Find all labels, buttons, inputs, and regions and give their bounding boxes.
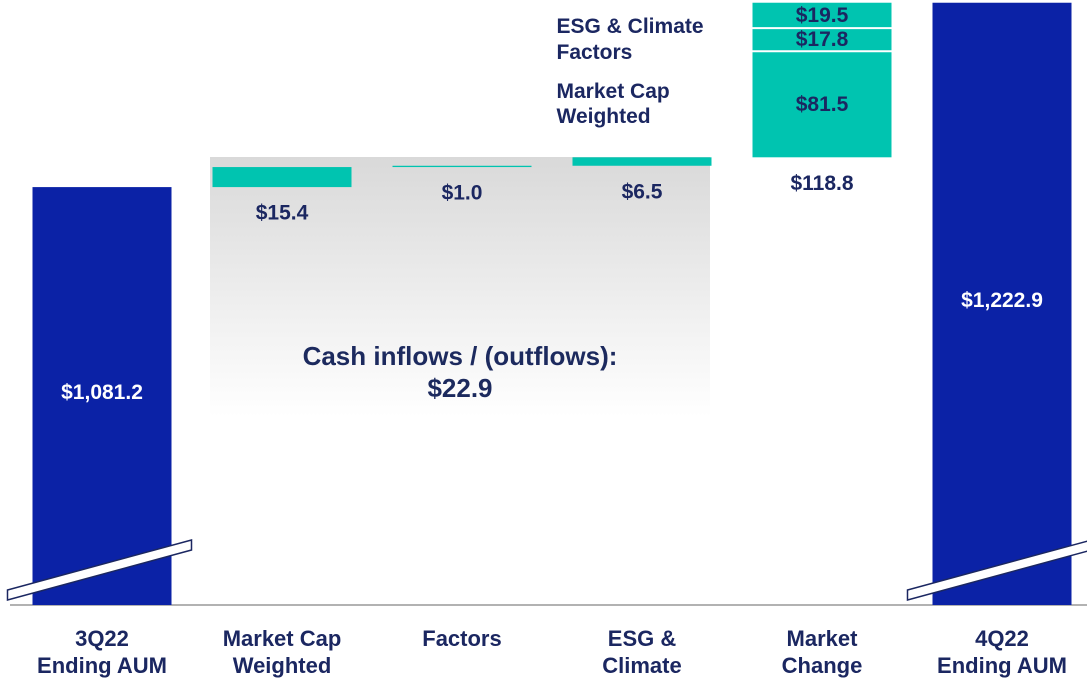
- value-label: $15.4: [256, 202, 309, 225]
- value-label: $1,081.2: [61, 381, 143, 404]
- axis-break: [6, 539, 193, 601]
- change-segment: [752, 28, 892, 52]
- value-label: $1.0: [442, 182, 483, 205]
- value-label: $6.5: [622, 180, 663, 203]
- x-tick-label: ESG & Climate: [602, 626, 682, 678]
- segment-name: Market Cap Weighted: [556, 79, 670, 129]
- x-tick-label: Factors: [422, 626, 502, 651]
- segment-label: $19.5: [796, 4, 849, 27]
- total-bar: [32, 187, 172, 606]
- value-label: $1,222.9: [961, 289, 1043, 312]
- annotation-value: $22.9: [427, 373, 492, 403]
- flow-background: [210, 157, 710, 417]
- x-tick-label: Market Cap Weighted: [222, 626, 342, 678]
- change-segment: [752, 2, 892, 29]
- annotation-text: Cash inflows / (outflows):: [303, 341, 618, 371]
- segment-name: ESG & Climate Factors: [556, 15, 704, 64]
- x-tick-label: Market Change: [781, 626, 863, 678]
- change-segment: [752, 51, 892, 158]
- value-label: $118.8: [790, 172, 853, 195]
- segment-label: $17.8: [796, 28, 849, 51]
- total-bar: [932, 2, 1072, 606]
- x-tick-label: 4Q22 Ending AUM: [937, 626, 1067, 678]
- x-tick-label: 3Q22 Ending AUM: [37, 626, 167, 678]
- axis-break: [906, 540, 1087, 601]
- change-bar: [392, 165, 532, 168]
- change-bar: [572, 157, 712, 166]
- change-bar: [212, 167, 352, 188]
- segment-label: $81.5: [796, 93, 849, 116]
